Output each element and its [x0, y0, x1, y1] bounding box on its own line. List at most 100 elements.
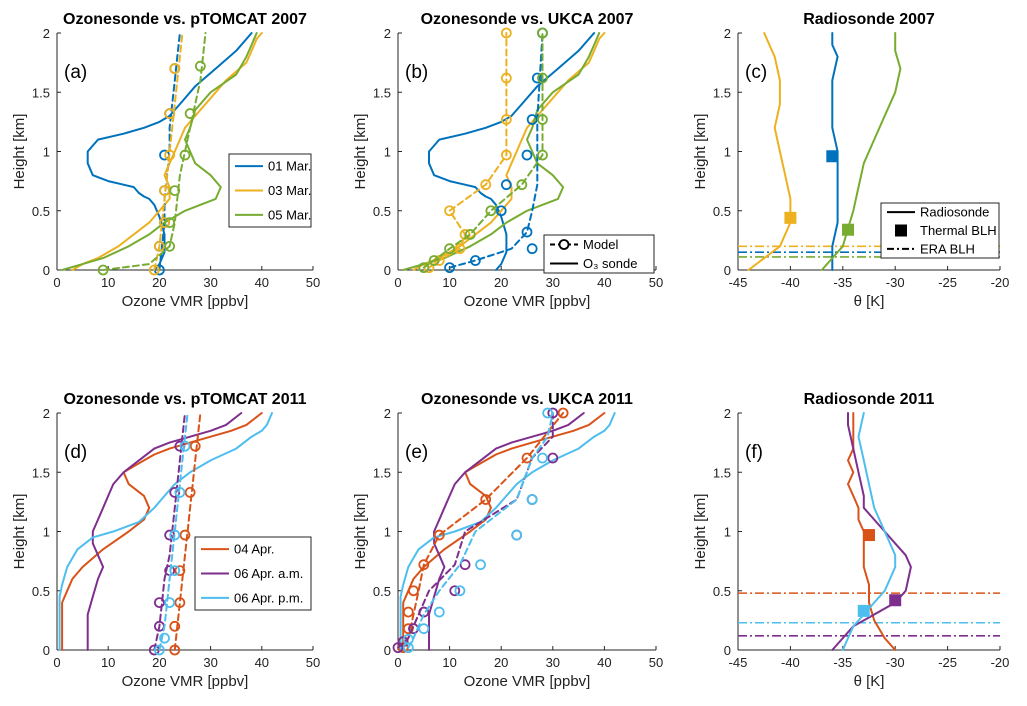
model-point [174, 486, 186, 498]
x-tick-label: -30 [886, 275, 905, 290]
y-tick-label: 1.5 [373, 465, 391, 480]
y-tick-label: 1 [724, 525, 731, 540]
model-line [158, 412, 189, 651]
model-point [547, 452, 559, 464]
x-tick-label: 50 [649, 275, 663, 290]
model-point [169, 486, 181, 498]
x-axis-label: Ozone VMR [ppbv] [122, 293, 249, 310]
model-point [500, 72, 512, 84]
x-tick-label: 20 [152, 655, 166, 670]
model-point [537, 114, 548, 125]
model-point [511, 529, 523, 541]
legend-label: 05 Mar. [268, 207, 311, 222]
model-line [448, 32, 544, 269]
model-point [469, 255, 481, 266]
x-tick-label: 40 [597, 655, 611, 670]
legend: Model O₃ sonde [543, 234, 655, 274]
y-tick-label: 0 [43, 643, 50, 658]
panel-d: Ozonesonde vs. pTOMCAT 2011(d)0 10 20 30 40 5… [11, 391, 320, 690]
model-line [397, 412, 554, 649]
x-tick-label: 50 [306, 655, 320, 670]
model-point [179, 529, 191, 541]
x-tick-label: 10 [101, 275, 115, 290]
panel-label: (b) [405, 62, 428, 83]
panel-title: Radiosonde 2007 [803, 11, 935, 28]
y-tick-label: 2 [43, 26, 50, 41]
sonde-line [61, 412, 263, 651]
y-axis-label: Height [km] [11, 114, 28, 190]
model-point [169, 565, 181, 577]
model-point [169, 644, 181, 656]
model-line [402, 412, 565, 649]
panel-label: (f) [745, 442, 763, 463]
legend-label: ERA BLH [920, 241, 975, 256]
x-tick-label: 20 [494, 655, 508, 670]
model-point [418, 623, 430, 635]
model-point [184, 486, 196, 498]
legend-label: 04 Apr. [234, 542, 274, 557]
x-axis-label: θ [K] [854, 673, 885, 690]
model-point [500, 149, 512, 161]
x-tick-label: 10 [101, 655, 115, 670]
model-point [480, 494, 492, 505]
x-tick-label: -30 [886, 655, 905, 670]
y-tick-label: 1.5 [713, 465, 731, 480]
model-point [169, 185, 181, 197]
model-point [537, 27, 548, 39]
model-point [537, 452, 548, 464]
sonde-line [399, 412, 616, 651]
x-tick-label: 20 [152, 275, 166, 290]
model-point [164, 597, 176, 608]
y-tick-label: 1.5 [32, 465, 50, 480]
model-point [159, 632, 170, 644]
thermal-blh-marker [784, 211, 797, 224]
model-point [557, 407, 569, 419]
y-tick-label: 2 [43, 406, 50, 421]
y-tick-label: 1 [384, 525, 391, 540]
x-tick-label: 50 [306, 275, 320, 290]
x-tick-label: 0 [53, 275, 60, 290]
x-tick-label: -20 [991, 655, 1010, 670]
model-point [169, 63, 181, 74]
panel-label: (d) [64, 442, 87, 463]
model-point [153, 240, 165, 252]
model-point [516, 179, 528, 191]
x-tick-label: -25 [938, 655, 957, 670]
model-point [194, 60, 206, 72]
model-point [174, 565, 186, 577]
model-point [521, 149, 533, 161]
model-point [408, 585, 419, 597]
model-point [444, 262, 456, 274]
legend-label: 06 Apr. p.m. [234, 590, 303, 605]
x-tick-label: 40 [255, 655, 269, 670]
x-axis-label: Ozone VMR [ppbv] [464, 293, 591, 310]
panel-title: Ozonesonde vs. pTOMCAT 2011 [63, 391, 306, 408]
y-tick-label: 1 [724, 145, 731, 160]
model-point [164, 217, 176, 229]
model-point [179, 149, 191, 161]
panel-label: (a) [64, 62, 87, 83]
model-point [402, 633, 414, 645]
y-axis-label: Height [km] [11, 494, 28, 570]
y-tick-label: 1.5 [373, 85, 391, 100]
x-tick-label: 0 [53, 655, 60, 670]
model-point [169, 620, 181, 632]
model-point [153, 644, 165, 656]
x-tick-label: 50 [649, 655, 663, 670]
thermal-blh-marker [857, 604, 870, 617]
model-line [428, 32, 508, 269]
y-tick-label: 0 [724, 643, 731, 658]
x-tick-label: 10 [442, 275, 456, 290]
x-tick-label: -45 [729, 655, 748, 670]
panel-label: (c) [745, 62, 767, 83]
sonde-line [747, 32, 792, 271]
x-tick-label: 30 [546, 655, 560, 670]
x-tick-label: 30 [203, 275, 217, 290]
model-point [526, 114, 538, 125]
x-tick-label: 10 [442, 655, 456, 670]
model-point [402, 606, 414, 618]
model-point [526, 243, 538, 255]
y-tick-label: 2 [724, 26, 731, 41]
legend-label: Model [583, 237, 619, 252]
